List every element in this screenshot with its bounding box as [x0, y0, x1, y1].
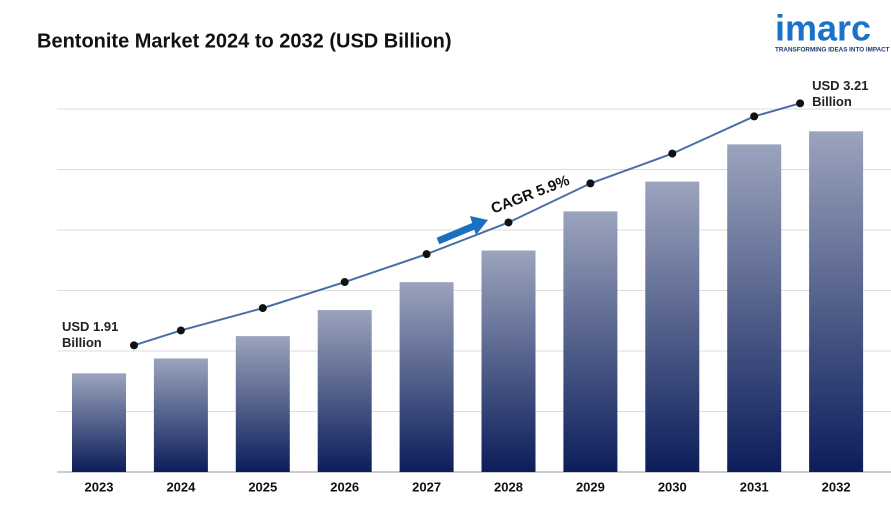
- bar: [72, 373, 126, 472]
- cagr-arrowhead: [470, 216, 488, 235]
- x-tick-label: 2028: [494, 479, 523, 494]
- x-tick-label: 2031: [740, 479, 769, 494]
- line-marker: [130, 341, 138, 350]
- line-marker: [258, 304, 267, 313]
- cagr-arrow: [436, 222, 476, 245]
- x-tick-label: 2030: [658, 479, 687, 494]
- trend-line: [133, 102, 801, 347]
- logo-tagline: TRANSFORMING IDEAS INTO IMPACT: [775, 47, 890, 54]
- line-marker: [340, 278, 349, 287]
- bar: [645, 181, 700, 472]
- bar: [399, 282, 454, 472]
- line-marker: [796, 99, 805, 108]
- bar: [153, 358, 208, 472]
- bar: [481, 250, 536, 472]
- bar: [317, 310, 372, 472]
- line-marker: [668, 149, 677, 158]
- line-marker: [422, 250, 431, 259]
- x-tick-label: 2026: [330, 479, 359, 494]
- x-tick-label: 2032: [822, 479, 851, 494]
- line-marker: [176, 326, 185, 335]
- x-tick-label: 2024: [166, 479, 196, 494]
- line-marker: [750, 112, 759, 121]
- line-marker: [504, 218, 513, 227]
- x-tick-label: 2023: [85, 479, 114, 494]
- logo: imarc: [775, 8, 871, 49]
- value-label: USD 3.21 Billion: [812, 78, 869, 110]
- bar: [235, 336, 290, 472]
- x-tick-label: 2027: [412, 479, 441, 494]
- bar: [563, 211, 618, 472]
- x-tick-label: 2029: [576, 479, 605, 494]
- chart-title: Bentonite Market 2024 to 2032 (USD Billi…: [37, 30, 452, 52]
- bar: [727, 144, 782, 472]
- cagr-annotation: CAGR 5.9%: [489, 172, 572, 217]
- x-tick-label: 2025: [248, 479, 277, 494]
- bar: [809, 131, 864, 473]
- value-label: USD 1.91 Billion: [62, 319, 119, 351]
- line-marker: [586, 179, 595, 188]
